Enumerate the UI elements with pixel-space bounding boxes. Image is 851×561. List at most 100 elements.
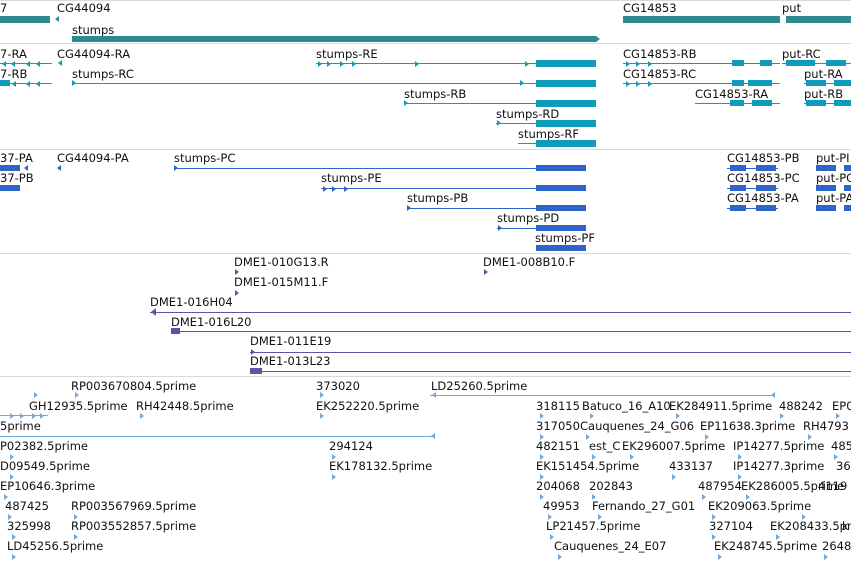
feature-block[interactable]	[536, 79, 596, 87]
label-cl-013l23[interactable]: DME1-013L23	[250, 354, 331, 368]
label-tx-put-rc[interactable]: put-RC	[782, 47, 821, 61]
feature-block[interactable]	[732, 60, 744, 66]
label-est-ek286005[interactable]: EK286005.5prime	[741, 479, 845, 493]
label-tx-cg14853-rb[interactable]: CG14853-RB	[623, 47, 697, 61]
label-est-ek151454[interactable]: EK151454.5prime	[536, 459, 640, 473]
feature-line[interactable]	[171, 331, 851, 332]
label-est-433137[interactable]: 433137	[669, 459, 713, 473]
feature-block[interactable]	[748, 80, 772, 86]
label-pr-put-pc[interactable]: put-PC	[816, 171, 851, 185]
label-est-ip14277-5[interactable]: IP14277.5prime	[733, 439, 825, 453]
feature-line[interactable]	[174, 168, 586, 169]
label-pr-stumps-pe[interactable]: stumps-PE	[321, 171, 382, 185]
label-est-gh12935[interactable]: GH12935.5prime	[29, 399, 128, 413]
feature-block[interactable]	[171, 328, 180, 334]
label-est-ek248745[interactable]: EK248745.5prime	[714, 539, 818, 553]
label-est-487425[interactable]: 487425	[5, 499, 49, 513]
label-est-ip14277-3[interactable]: IP14277.3prime	[733, 459, 825, 473]
feature-block[interactable]	[752, 100, 772, 106]
label-pr-cg44094-pa[interactable]: CG44094-PA	[57, 151, 129, 165]
gene-label-put[interactable]: put	[782, 1, 802, 15]
label-tx-cg14853-rc[interactable]: CG14853-RC	[623, 67, 697, 81]
feature-block[interactable]	[816, 205, 836, 211]
feature-block[interactable]	[536, 139, 596, 147]
feature-block[interactable]	[536, 245, 586, 251]
feature-line[interactable]	[321, 188, 586, 189]
feature-block[interactable]	[816, 185, 836, 191]
label-pr-cg14853-pa[interactable]: CG14853-PA	[727, 191, 799, 205]
feature-block[interactable]	[806, 80, 826, 86]
feature-line[interactable]	[0, 415, 48, 416]
label-est-ld25260[interactable]: LD25260.5prime	[431, 379, 528, 393]
feature-block[interactable]	[536, 165, 586, 171]
label-pr-cg14853-pc[interactable]: CG14853-PC	[727, 171, 800, 185]
label-cl-015m11[interactable]: DME1-015M11.F	[234, 275, 329, 289]
label-pr-stumps-pc[interactable]: stumps-PC	[174, 151, 236, 165]
feature-line[interactable]	[623, 83, 780, 84]
feature-line[interactable]	[72, 83, 596, 84]
gene-span-put[interactable]	[786, 15, 851, 23]
feature-line[interactable]	[150, 312, 851, 313]
feature-block[interactable]	[730, 185, 746, 191]
feature-block[interactable]	[844, 185, 851, 191]
label-tx-stumps-rc[interactable]: stumps-RC	[72, 67, 134, 81]
label-est-est-c[interactable]: est_C	[589, 439, 621, 453]
label-est-ek208433[interactable]: EK208433.5prime	[770, 519, 851, 533]
feature-line[interactable]	[727, 208, 778, 209]
label-est-lp21457[interactable]: LP21457.5prime	[546, 519, 641, 533]
feature-block[interactable]	[0, 80, 10, 86]
label-est-373020[interactable]: 373020	[316, 379, 360, 393]
feature-line[interactable]	[727, 168, 778, 169]
label-est-204068[interactable]: 204068	[536, 479, 580, 493]
label-est-cauquenes-g06[interactable]: Cauquenes_24_G06	[580, 419, 695, 433]
label-est-318115[interactable]: 318115	[536, 399, 580, 413]
gene-label-prev[interactable]: 7	[0, 1, 8, 15]
label-tx-stumps-rd[interactable]: stumps-RD	[496, 107, 560, 121]
feature-line[interactable]	[804, 83, 851, 84]
label-est-ek252220[interactable]: EK252220.5prime	[316, 399, 420, 413]
label-est-325998[interactable]: 325998	[7, 519, 51, 533]
feature-block[interactable]	[756, 165, 776, 171]
label-est-317050[interactable]: 317050	[536, 419, 580, 433]
label-est-ek284911[interactable]: EK284911.5prime	[669, 399, 773, 413]
feature-line[interactable]	[430, 395, 775, 396]
gene-span-cg14853[interactable]	[623, 15, 780, 23]
feature-block[interactable]	[536, 119, 596, 127]
gene-label-cg44094[interactable]: CG44094	[57, 1, 111, 15]
label-est-327104[interactable]: 327104	[709, 519, 753, 533]
feature-block[interactable]	[536, 59, 596, 67]
label-est-ek178132[interactable]: EK178132.5prime	[329, 459, 433, 473]
label-est-2648[interactable]: 2648	[822, 539, 851, 553]
label-est-ld45256[interactable]: LD45256.5prime	[7, 539, 104, 553]
feature-block[interactable]	[786, 60, 815, 66]
label-pr-stumps-pb[interactable]: stumps-PB	[407, 191, 469, 205]
label-est-ep0[interactable]: EP0	[832, 399, 851, 413]
feature-block[interactable]	[834, 80, 851, 86]
label-est-fernando[interactable]: Fernando_27_G01	[592, 499, 696, 513]
label-est-rp003670804[interactable]: RP003670804.5prime	[71, 379, 197, 393]
label-est-294124[interactable]: 294124	[329, 439, 373, 453]
feature-line[interactable]	[316, 63, 596, 64]
label-est-4119[interactable]: 4119	[818, 479, 848, 493]
label-est-p02382[interactable]: P02382.5prime	[0, 439, 88, 453]
feature-block[interactable]	[0, 165, 20, 171]
gene-span-prev[interactable]	[0, 15, 50, 23]
feature-block[interactable]	[732, 80, 744, 86]
feature-block[interactable]	[826, 60, 846, 66]
feature-block[interactable]	[536, 185, 586, 191]
label-est-487954[interactable]: 487954	[698, 479, 742, 493]
label-est-k[interactable]: k	[842, 519, 849, 533]
gene-span-stumps[interactable]	[72, 36, 596, 42]
feature-block[interactable]	[806, 100, 826, 106]
label-cl-008b10[interactable]: DME1-008B10.F	[483, 255, 576, 269]
feature-block[interactable]	[536, 225, 586, 231]
label-est-36[interactable]: 36	[836, 459, 851, 473]
label-pr-stumps-pf[interactable]: stumps-PF	[535, 231, 595, 245]
label-tx-prev-rb[interactable]: 7-RB	[0, 67, 28, 81]
label-pr-stumps-pd[interactable]: stumps-PD	[497, 211, 560, 225]
feature-line[interactable]	[250, 371, 851, 372]
feature-block[interactable]	[0, 185, 20, 191]
feature-line[interactable]	[250, 352, 851, 353]
feature-block[interactable]	[730, 100, 744, 106]
label-est-rh42448[interactable]: RH42448.5prime	[136, 399, 234, 413]
